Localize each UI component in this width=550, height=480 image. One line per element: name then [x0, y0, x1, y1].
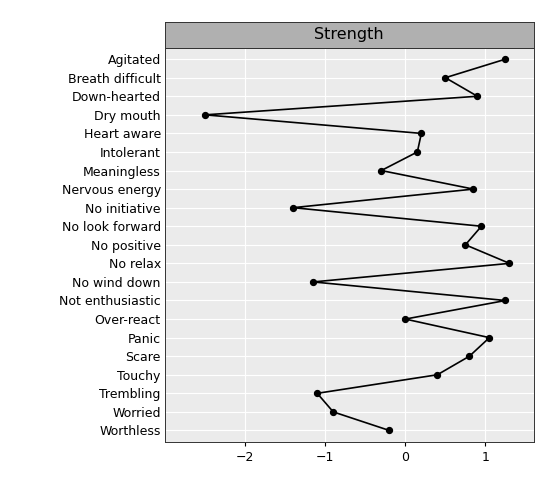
- Point: [501, 55, 510, 63]
- Point: [465, 352, 474, 360]
- Point: [441, 74, 450, 82]
- Point: [501, 297, 510, 304]
- Point: [433, 371, 442, 379]
- Point: [289, 204, 298, 212]
- Point: [505, 260, 514, 267]
- Point: [473, 93, 482, 100]
- Point: [309, 278, 317, 286]
- Text: Strength: Strength: [315, 27, 384, 42]
- Point: [461, 241, 470, 249]
- Point: [417, 130, 426, 137]
- Point: [329, 408, 338, 416]
- Point: [377, 167, 386, 174]
- Point: [313, 389, 322, 397]
- Point: [469, 185, 478, 193]
- Point: [201, 111, 210, 119]
- Point: [413, 148, 422, 156]
- Point: [385, 427, 394, 434]
- Point: [477, 222, 486, 230]
- Point: [401, 315, 410, 323]
- Point: [485, 334, 494, 341]
